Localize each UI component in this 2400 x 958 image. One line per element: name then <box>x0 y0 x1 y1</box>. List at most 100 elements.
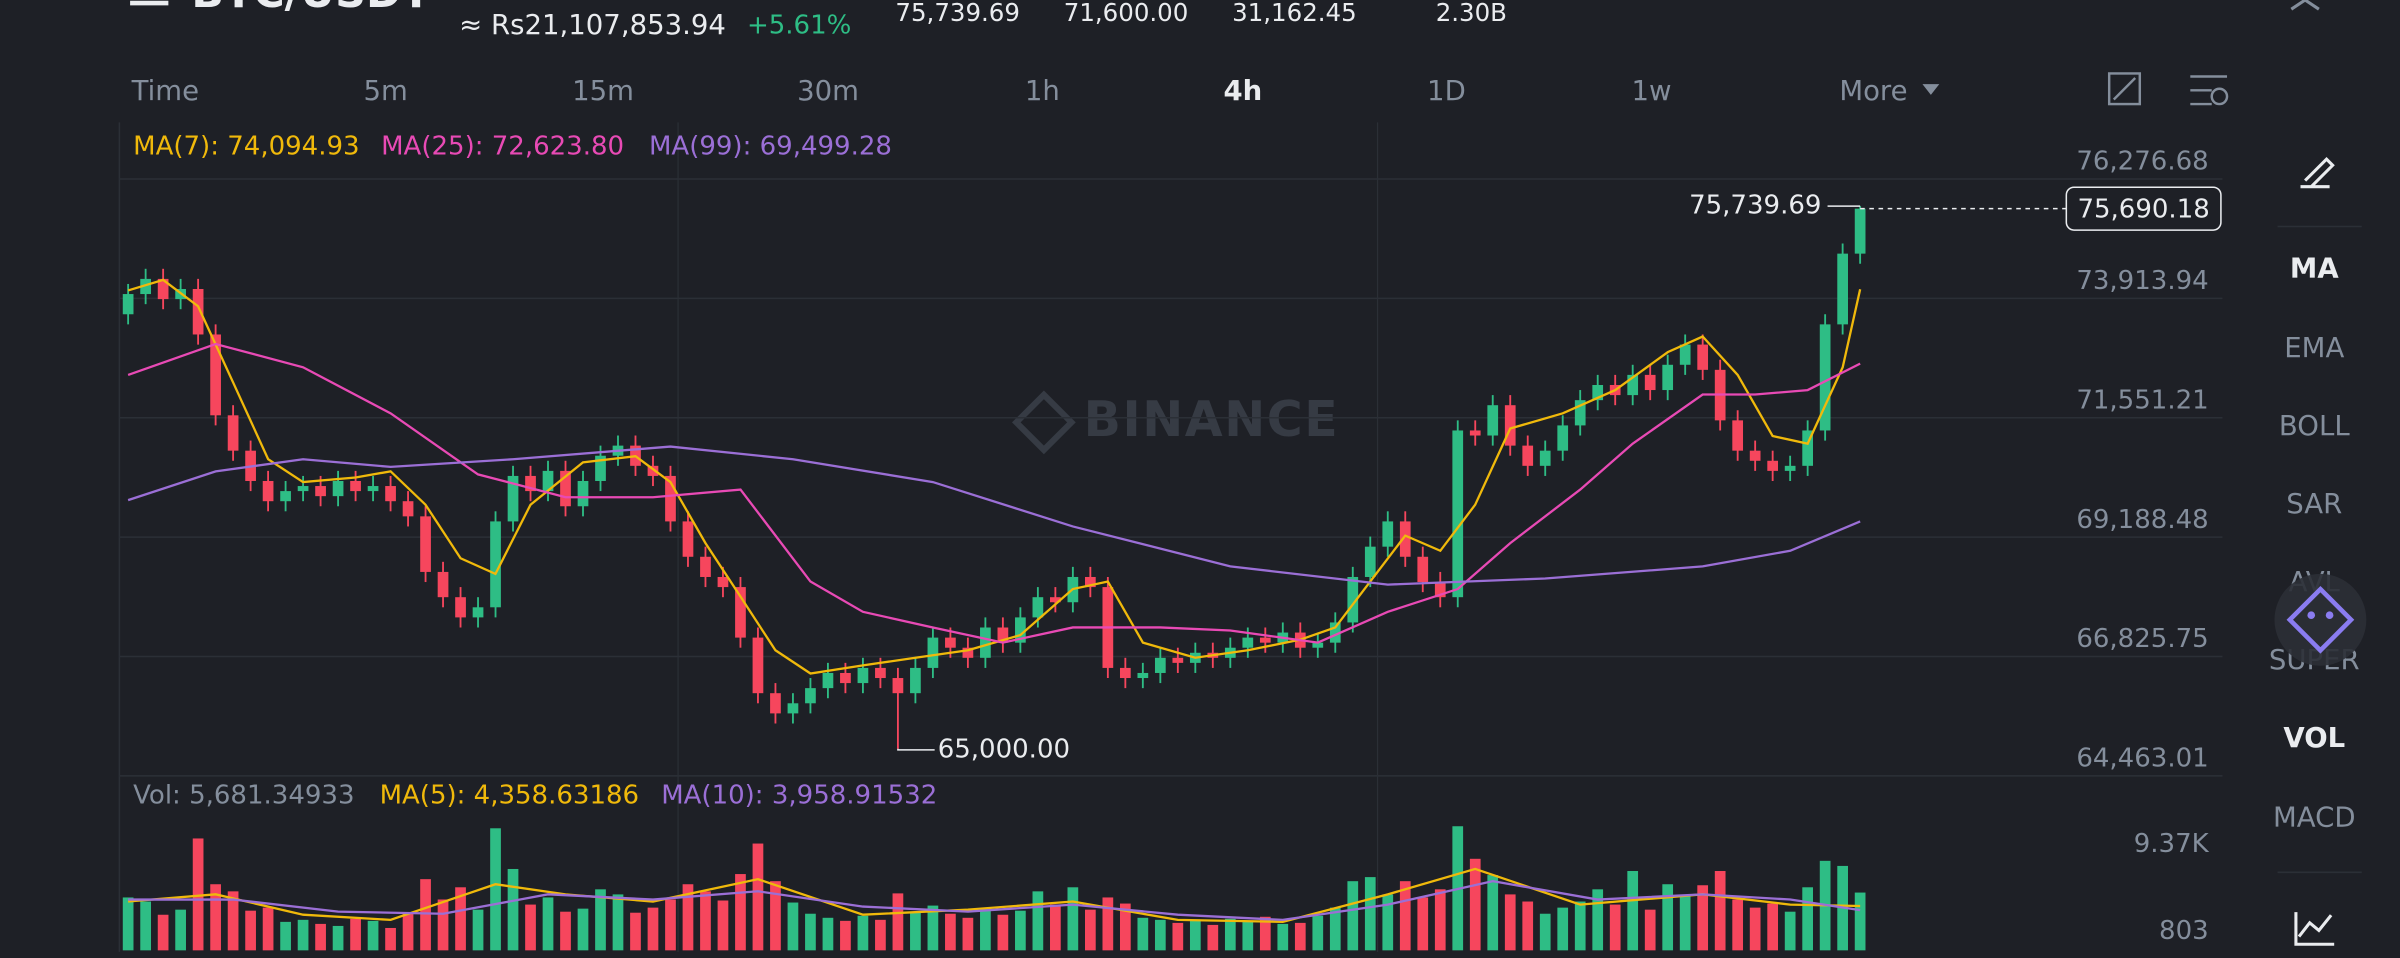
volume-bar <box>297 919 309 951</box>
stat-value: 71,600.00 <box>1064 0 1189 27</box>
candle-body <box>315 486 326 497</box>
fullscreen-icon[interactable] <box>2107 72 2142 106</box>
volume-bar <box>875 919 886 951</box>
volume-bar <box>455 887 466 951</box>
candle-body <box>1119 667 1131 679</box>
candle-body <box>1767 460 1779 471</box>
interval-tab[interactable]: More <box>1839 75 1907 107</box>
candle-body <box>1574 400 1586 426</box>
volume-bar <box>1015 910 1026 951</box>
interval-tab[interactable]: 5m <box>364 75 408 107</box>
candle-body <box>1050 597 1061 603</box>
volume-bar <box>612 894 624 951</box>
y-tick-label: 66,825.75 <box>2076 624 2208 654</box>
volume-bar <box>1574 901 1586 951</box>
interval-tab[interactable]: 4h <box>1223 75 1262 107</box>
volume-bar <box>1189 920 1201 951</box>
volume-bar <box>1207 924 1219 951</box>
y-tick-label: 76,276.68 <box>2076 147 2208 177</box>
y-tick-label: 73,913.94 <box>2076 266 2208 296</box>
interval-tab[interactable]: Time <box>131 75 199 107</box>
volume-bar <box>157 914 169 951</box>
assistant-button[interactable] <box>2274 573 2367 666</box>
price-box <box>2065 186 2222 231</box>
candle-body <box>1312 642 1324 648</box>
interval-tab[interactable]: 1D <box>1427 75 1466 107</box>
candle-body <box>1819 324 1831 431</box>
ma-line <box>127 445 1861 586</box>
volume-bar <box>980 908 991 951</box>
indicator-tab[interactable]: SAR <box>2286 488 2342 520</box>
interval-tab[interactable]: 1w <box>1632 75 1672 107</box>
volume-bar <box>962 917 974 951</box>
interval-tab[interactable]: 1h <box>1025 75 1060 107</box>
ma-line <box>128 880 1861 922</box>
volume-bar <box>210 884 221 951</box>
stat-value: 75,739.69 <box>895 0 1020 27</box>
volume-bar <box>1224 918 1236 951</box>
candle-body <box>1539 450 1551 466</box>
interval-tab[interactable]: 30m <box>797 75 859 107</box>
assistant-eye <box>2325 611 2334 620</box>
volume-bar <box>1802 887 1814 951</box>
chart-type-icon[interactable] <box>2294 912 2335 946</box>
y-tick-label: 71,551.21 <box>2076 385 2208 415</box>
indicator-tab[interactable]: MACD <box>2273 802 2356 834</box>
legend-entry: MA(10): 3,958.91532 <box>661 780 937 810</box>
icon-gear <box>2210 87 2229 106</box>
interval-tab[interactable]: 15m <box>572 75 634 107</box>
candle-body <box>805 688 816 704</box>
assistant-icon <box>2286 585 2355 654</box>
candle-body <box>157 278 169 300</box>
y-tick-label: 64,463.01 <box>2076 744 2208 774</box>
candle-body <box>1662 364 1674 391</box>
candle-body <box>980 627 991 658</box>
volume-bar <box>630 912 641 951</box>
stat-value: 2.30B <box>1436 0 1507 27</box>
candle-body <box>350 480 361 492</box>
candle-body <box>1329 622 1341 643</box>
icon-stroke <box>2112 77 2137 101</box>
candle-body <box>1487 405 1499 436</box>
close-button[interactable] <box>2290 0 2320 11</box>
candle-body <box>1382 521 1394 547</box>
indicator-tab[interactable]: EMA <box>2284 332 2344 364</box>
symbol: BTC/USDT <box>191 0 430 18</box>
candle-body <box>560 470 571 507</box>
candle-body <box>647 465 659 476</box>
settings-icon[interactable] <box>2190 75 2229 106</box>
candle-body <box>1015 617 1026 643</box>
volume-bar <box>997 914 1009 951</box>
volume-bar <box>1242 921 1254 951</box>
watermark: BINANCE <box>1011 390 1338 455</box>
volume-bar <box>1137 917 1149 951</box>
candle-body <box>1522 445 1534 466</box>
ma-line <box>128 867 1861 924</box>
volume-bar <box>1102 897 1114 951</box>
candle-body <box>1452 430 1464 598</box>
draw-tool-icon[interactable] <box>2300 156 2335 189</box>
candle-body <box>1154 657 1166 673</box>
y-tick-label: 69,188.48 <box>2076 505 2208 535</box>
high-label: 75,739.69 <box>1689 191 1821 221</box>
indicator-tab[interactable]: MA <box>2290 252 2339 284</box>
candle-body <box>1032 597 1044 618</box>
volume-bar <box>507 868 519 951</box>
volume-bar <box>1609 904 1621 951</box>
candle-body <box>875 667 886 679</box>
volume-bar <box>665 899 676 951</box>
candle-body <box>857 667 869 684</box>
indicator-tab[interactable]: BOLL <box>2279 410 2350 442</box>
volume-bar <box>1154 919 1166 951</box>
candle-body <box>192 289 204 335</box>
candle-body <box>210 334 221 416</box>
candle-body <box>910 667 921 694</box>
indicator-tab[interactable]: VOL <box>2283 722 2345 754</box>
candle-body <box>1242 637 1254 648</box>
price-change: +5.61% <box>747 11 851 41</box>
candle-body <box>1417 556 1429 583</box>
volume-bar <box>1522 901 1534 951</box>
volume-bar <box>280 921 291 951</box>
volume-bar <box>752 843 764 951</box>
